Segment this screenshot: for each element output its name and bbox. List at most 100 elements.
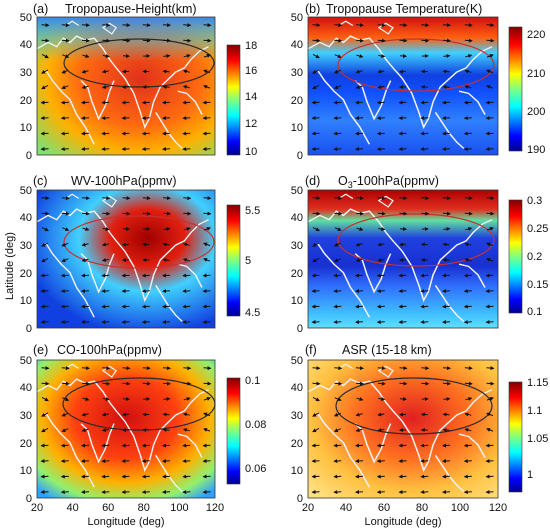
wind-arrow (486, 211, 495, 216)
wind-arrow (377, 69, 385, 74)
wind-arrow (442, 196, 451, 201)
svg-text:10: 10 (291, 465, 303, 477)
svg-text:12: 12 (245, 118, 257, 130)
panel-e: (e) CO-100hPa(ppmv) 0 10 20 30 40 50 20 … (20, 343, 267, 528)
wind-arrow (355, 23, 364, 28)
panel-c: (c) WV-100hPa(ppmv) 0 10 20 30 40 50 5.5… (20, 174, 261, 335)
wind-arrow (464, 211, 473, 216)
wind-arrow (312, 242, 320, 247)
panel-d-colorbar: 0.3 0.25 0.2 0.15 0.1 (508, 195, 548, 318)
wind-arrow (464, 428, 472, 432)
wind-arrow (442, 412, 450, 417)
wind-arrow (465, 54, 473, 58)
wind-arrow (421, 23, 430, 28)
wind-arrow (142, 366, 151, 371)
wind-arrow (203, 54, 211, 58)
wind-arrow (334, 38, 343, 43)
wind-arrow (101, 85, 109, 89)
wind-arrow (203, 211, 212, 216)
wind-arrow (81, 381, 90, 386)
wind-arrow (355, 412, 363, 417)
wind-arrow (102, 397, 110, 401)
panel-c-title: WV-100hPa(ppmv) (71, 174, 177, 188)
wind-arrow (334, 23, 343, 28)
wind-arrow (312, 412, 320, 417)
wind-arrow (81, 196, 90, 201)
svg-text:30: 30 (291, 410, 303, 422)
svg-text:80: 80 (416, 502, 428, 514)
wind-arrow (162, 211, 171, 216)
wind-arrow (421, 196, 430, 201)
panel-a: (a) Tropopause-Height(km) 0 10 20 30 40 … (20, 2, 258, 162)
panel-b-y-ticks: 0 10 20 30 40 50 (291, 12, 303, 162)
wind-arrow (442, 381, 451, 386)
svg-text:30: 30 (291, 67, 303, 79)
svg-text:1.1: 1.1 (527, 405, 542, 417)
wind-arrow (443, 397, 451, 401)
panel-a-wind-vectors (40, 23, 212, 152)
svg-text:0.15: 0.15 (527, 279, 548, 291)
wind-arrow (82, 397, 90, 401)
panel-f-wind-vectors (311, 366, 495, 495)
wind-arrow (102, 196, 111, 201)
svg-text:190: 190 (527, 144, 545, 156)
panel-a-label: (a) (33, 2, 48, 16)
panel-b: (b) Tropopause Temperature(K) 0 10 20 30… (291, 2, 546, 162)
svg-text:20: 20 (20, 438, 32, 450)
wind-arrow (377, 211, 386, 216)
wind-arrow (334, 54, 342, 58)
panel-b-wind-vectors (311, 23, 495, 152)
panel-c-y-ticks: 0 10 20 30 40 50 (20, 185, 32, 335)
svg-text:20: 20 (31, 502, 43, 514)
wind-arrow (81, 366, 90, 371)
wind-arrow (162, 38, 171, 43)
wind-arrow (312, 211, 321, 216)
panel-a-colorbar: 18 16 14 12 10 (226, 40, 257, 158)
wind-arrow (334, 397, 342, 401)
wind-arrow (356, 397, 364, 401)
wind-arrow (355, 381, 364, 386)
wind-arrow (162, 366, 171, 371)
svg-text:60: 60 (102, 502, 114, 514)
wind-arrow (355, 38, 364, 43)
svg-text:20: 20 (291, 95, 303, 107)
wind-arrow (163, 397, 171, 401)
wind-arrow (486, 381, 495, 386)
wind-arrow (421, 366, 430, 371)
wind-arrow (377, 85, 385, 89)
wind-arrow (82, 54, 90, 58)
wind-arrow (464, 196, 473, 201)
wind-arrow (82, 227, 90, 231)
panel-e-x-axis-label: Longitude (deg) (87, 516, 164, 528)
wind-arrow (377, 366, 386, 371)
wind-arrow (61, 366, 70, 371)
wind-arrow (486, 366, 495, 371)
wind-arrow (203, 397, 211, 401)
wind-arrow (312, 23, 321, 28)
wind-arrow (163, 227, 171, 231)
wind-arrow (162, 381, 171, 386)
panel-d: (d) O3-100hPa(ppmv) 0 10 20 30 40 50 0.3… (291, 174, 549, 335)
wind-arrow (41, 412, 49, 417)
wind-arrow (61, 23, 70, 28)
wind-arrow (41, 396, 49, 402)
wind-arrow (312, 381, 321, 386)
wind-arrow (122, 196, 131, 201)
svg-text:200: 200 (527, 106, 545, 118)
wind-arrow (102, 227, 110, 231)
wind-arrow (142, 38, 151, 43)
panel-f-x-axis-label: Longitude (deg) (364, 516, 441, 528)
wind-arrow (355, 211, 364, 216)
wind-arrow (41, 38, 50, 43)
wind-arrow (334, 227, 342, 231)
svg-text:1: 1 (527, 469, 533, 481)
svg-text:30: 30 (20, 410, 32, 422)
wind-arrow (312, 69, 320, 74)
wind-arrow (421, 38, 430, 43)
wind-arrow (122, 366, 131, 371)
wind-arrow (203, 258, 211, 262)
wind-arrow (183, 54, 191, 58)
wind-arrow (203, 428, 211, 432)
panel-f: (f) ASR (15-18 km) 0 10 20 30 40 50 20 4… (291, 343, 549, 528)
